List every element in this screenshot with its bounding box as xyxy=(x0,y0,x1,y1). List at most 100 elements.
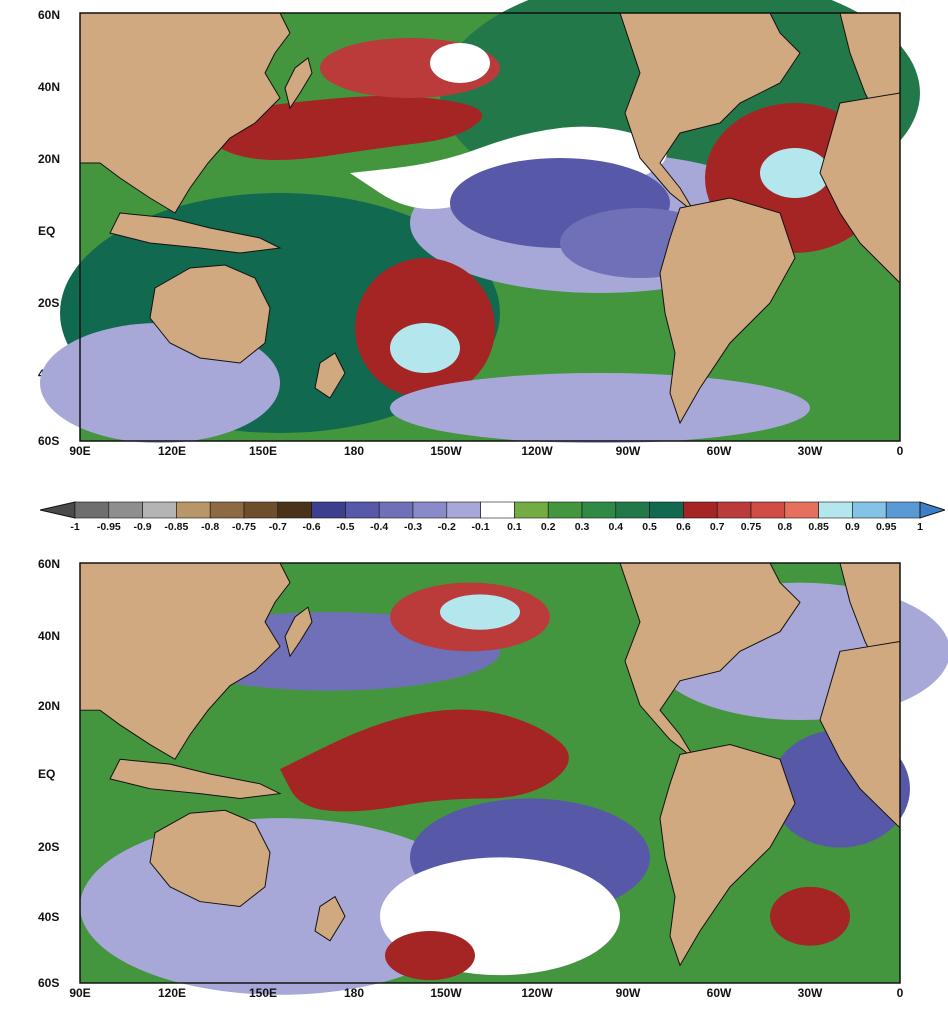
colorbar-label: -0.5 xyxy=(336,521,355,533)
colorbar-swatch xyxy=(378,501,414,519)
bottom-map-xlabel-150w: 150W xyxy=(430,986,462,1000)
colorbar-swatch xyxy=(108,501,143,519)
colorbar-swatch xyxy=(243,501,279,519)
top-map-land-indonesia xyxy=(109,212,282,254)
bottom-map-ylabel-eq: EQ xyxy=(38,767,56,781)
colorbar-swatch xyxy=(311,501,346,519)
top-map-xlabel-180: 180 xyxy=(343,444,365,458)
colorbar-label: 0.6 xyxy=(676,521,691,533)
top-map-xlabel-150e: 150E xyxy=(248,444,278,458)
colorbar-label: 0.7 xyxy=(709,521,725,533)
bottom-map-plot xyxy=(79,562,948,995)
top-map-field-southern-ocean-east xyxy=(390,373,810,443)
colorbar-label: -0.4 xyxy=(370,521,389,533)
colorbar-swatch xyxy=(514,501,549,519)
bottom-map-ylabel-60n: 60N xyxy=(38,557,61,571)
top-map-ylabel-40n: 40N xyxy=(38,80,61,94)
top-map-xlabel-60w: 60W xyxy=(706,444,732,458)
colorbar-label: -0.9 xyxy=(133,521,152,533)
colorbar-label: 0.1 xyxy=(507,521,522,533)
colorbar-swatch xyxy=(345,501,380,519)
colorbar-label: 0.2 xyxy=(540,521,556,533)
top-map-field-north-pacific-white xyxy=(430,43,490,83)
bottom-map-land-australia xyxy=(149,809,271,907)
colorbar-swatch xyxy=(412,501,448,519)
top-map-ylabel-20n: 20N xyxy=(38,152,61,166)
colorbar-under-arrow xyxy=(40,501,76,519)
colorbar-swatch xyxy=(818,501,853,519)
bottom-map-ylabel-40s: 40S xyxy=(38,910,60,924)
bottom-map-field-north-pacific-core xyxy=(440,594,520,630)
colorbar-label: 0.5 xyxy=(642,521,657,533)
colorbar-swatch xyxy=(784,501,819,519)
bottom-map-xlabel-180: 180 xyxy=(343,986,365,1000)
bottom-map-land-asia xyxy=(79,562,291,760)
bottom-map-land-indonesia xyxy=(109,758,282,800)
top-map-field-south-pacific-core xyxy=(390,323,460,373)
colorbar-label: 0.8 xyxy=(777,521,793,533)
top-map-land-japan xyxy=(284,57,313,110)
bottom-map-ylabel-20s: 20S xyxy=(38,840,60,854)
colorbar-label: -1 xyxy=(70,521,80,533)
top-map-frame xyxy=(79,12,901,442)
colorbar-over-arrow xyxy=(919,501,945,519)
bottom-map-xlabel-120e: 120E xyxy=(157,986,187,1000)
bottom-map-xlabel-120w: 120W xyxy=(521,986,553,1000)
colorbar-swatch xyxy=(277,501,312,519)
colorbar-swatch xyxy=(852,501,887,519)
bottom-map-xlabel-150e: 150E xyxy=(248,986,278,1000)
bottom-map-xlabel-90w: 90W xyxy=(615,986,641,1000)
bottom-map-land-south-america xyxy=(659,744,796,967)
colorbar-swatch xyxy=(446,501,481,519)
top-map-xlabel-120e: 120E xyxy=(157,444,187,458)
bottom-map-frame xyxy=(79,562,901,984)
bottom-map-field-pacific-band xyxy=(280,709,569,812)
bottom-map-land-north-america xyxy=(510,562,801,760)
bottom-map-xlabel-60w: 60W xyxy=(706,986,732,1000)
colorbar-label: 0.9 xyxy=(845,521,860,533)
top-map-field-tropical-atlantic-core xyxy=(760,148,830,198)
colorbar-label: -0.6 xyxy=(302,521,321,533)
colorbar-label: -0.1 xyxy=(471,521,490,533)
colorbar-label: -0.7 xyxy=(268,521,287,533)
top-map-landmasses xyxy=(79,12,901,425)
colorbar xyxy=(40,501,945,519)
bottom-map-field-south-atlantic-warm xyxy=(770,886,850,946)
top-map-ylabel-eq: EQ xyxy=(38,224,56,238)
bottom-map-land-japan xyxy=(284,606,313,658)
top-map-ylabel-20s: 20S xyxy=(38,296,60,310)
top-map-land-australia xyxy=(149,264,271,364)
top-map-plot xyxy=(40,0,920,443)
colorbar-label: 1 xyxy=(917,521,923,533)
colorbar-swatch xyxy=(683,501,718,519)
colorbar-label: -0.8 xyxy=(201,521,220,533)
bottom-map-xlabel-90e: 90E xyxy=(69,986,91,1000)
colorbar-label: -0.3 xyxy=(403,521,423,533)
colorbar-label: 0.4 xyxy=(608,521,624,533)
top-map-xlabel-30w: 30W xyxy=(797,444,823,458)
top-map-xlabel-120w: 120W xyxy=(521,444,553,458)
colorbar-swatch xyxy=(716,501,752,519)
colorbar-swatch xyxy=(615,501,650,519)
colorbar-swatch xyxy=(649,501,684,519)
colorbar-swatch xyxy=(74,501,110,519)
colorbar-label: 0.75 xyxy=(740,521,762,533)
colorbar-swatch xyxy=(581,501,617,519)
top-map-land-south-america xyxy=(659,197,796,425)
colorbar-swatch xyxy=(142,501,177,519)
bottom-map-ylabel-60s: 60S xyxy=(38,976,60,990)
top-map-land-new-zealand xyxy=(314,352,346,399)
colorbar-label: 0.3 xyxy=(574,521,590,533)
colorbar-label: 0.95 xyxy=(875,521,897,533)
bottom-map-ylabel-20n: 20N xyxy=(38,699,61,713)
bottom-map-xlabel-0: 0 xyxy=(896,986,904,1000)
colorbar-label: -0.85 xyxy=(164,521,189,533)
top-map-xlabel-90w: 90W xyxy=(615,444,641,458)
colorbar-swatch xyxy=(480,501,515,519)
bottom-map-ylabel-40n: 40N xyxy=(38,629,61,643)
top-map-land-north-america xyxy=(510,12,801,214)
top-map-xlabel-0: 0 xyxy=(896,444,904,458)
top-map-xlabel-150w: 150W xyxy=(430,444,462,458)
bottom-map-field-southern-warm xyxy=(385,930,475,981)
top-map-land-asia xyxy=(79,12,291,214)
